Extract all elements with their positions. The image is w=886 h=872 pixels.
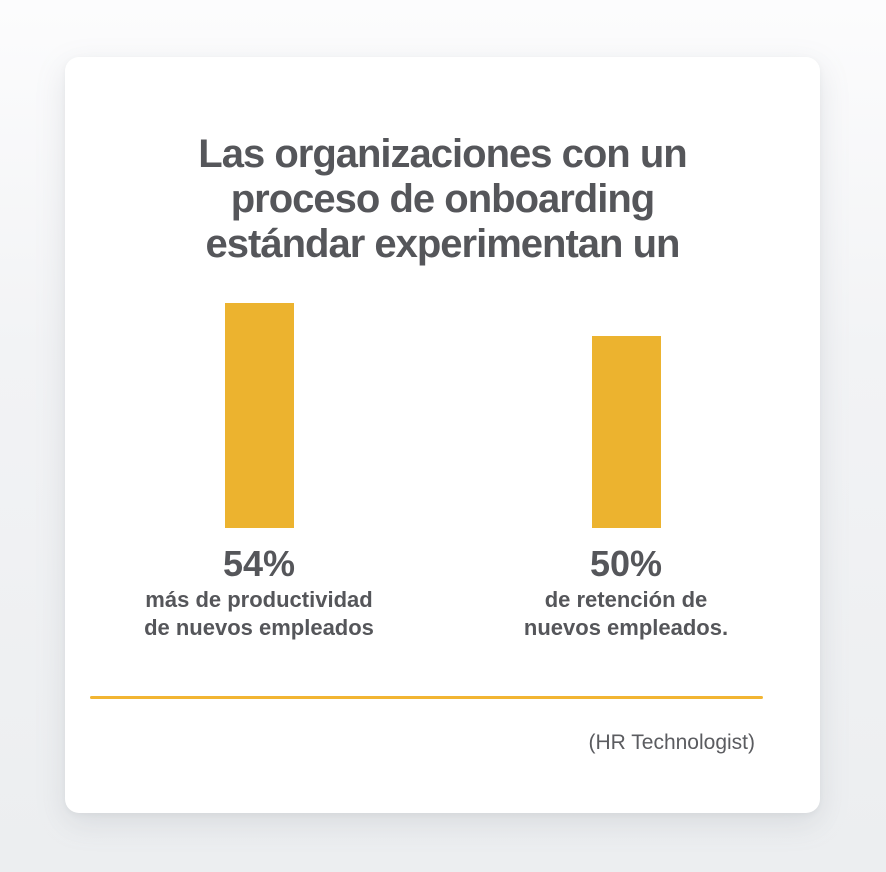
stat-description-retention: de retención de nuevos empleados.: [524, 586, 728, 642]
bar-chart: 54% más de productividad de nuevos emple…: [65, 303, 820, 642]
bar-area-retention: [591, 303, 661, 528]
bar-area-productivity: [224, 303, 294, 528]
source-citation: (HR Technologist): [588, 731, 755, 754]
stat-desc-line-2: de nuevos empleados: [144, 615, 374, 640]
title-line-2: proceso de onboarding: [230, 177, 655, 221]
stat-value-productivity: 54%: [222, 543, 296, 584]
infographic-card: Las organizaciones con un proceso de onb…: [65, 57, 820, 813]
stat-column-retention: 50% de retención de nuevos empleados.: [476, 303, 776, 642]
stat-desc-line-1: de retención de: [544, 587, 708, 612]
bar-retention: [591, 336, 661, 528]
stat-description-productivity: más de productividad de nuevos empleados: [144, 586, 374, 642]
stat-desc-line-2: nuevos empleados.: [523, 615, 729, 640]
chart-title: Las organizaciones con un proceso de onb…: [85, 132, 800, 267]
stat-column-productivity: 54% más de productividad de nuevos emple…: [109, 303, 409, 642]
title-line-1: Las organizaciones con un: [198, 132, 687, 176]
title-line-3: estándar experimentan un: [205, 222, 681, 266]
divider-line: [90, 696, 763, 699]
bar-productivity: [224, 303, 294, 528]
stat-desc-line-1: más de productividad: [145, 587, 373, 612]
stat-value-retention: 50%: [589, 543, 663, 584]
